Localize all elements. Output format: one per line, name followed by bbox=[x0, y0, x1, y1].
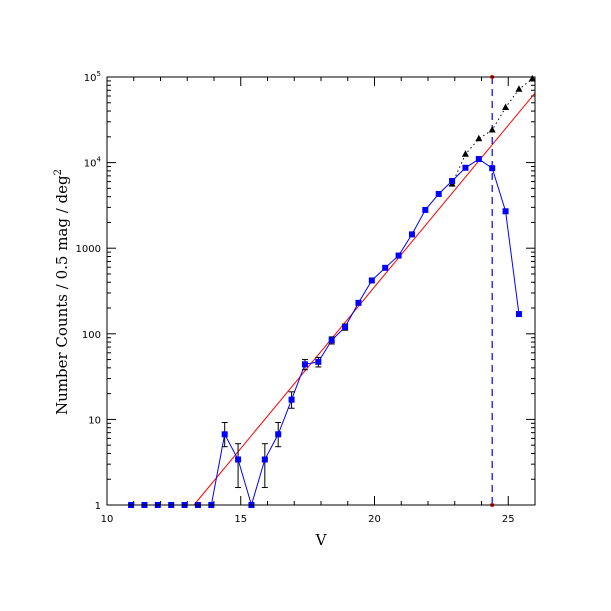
square-point bbox=[355, 299, 362, 306]
y-tick-label-base: 10 bbox=[84, 159, 97, 170]
x-tick-label: 15 bbox=[234, 514, 247, 525]
square-point bbox=[301, 361, 308, 368]
square-point bbox=[475, 156, 482, 163]
x-tick-label: 20 bbox=[368, 514, 381, 525]
square-point bbox=[502, 208, 509, 215]
square-point bbox=[382, 264, 389, 271]
square-point bbox=[342, 324, 349, 331]
x-tick-label: 10 bbox=[101, 514, 114, 525]
y-axis-label: Number Counts / 0.5 mag / deg2 bbox=[53, 169, 71, 415]
square-point bbox=[422, 206, 429, 213]
y-axis-label-superscript: 2 bbox=[53, 169, 64, 175]
x-tick-label: 25 bbox=[502, 514, 515, 525]
plot-frame bbox=[106, 76, 536, 506]
square-point bbox=[435, 190, 442, 197]
y-tick-label: 10 bbox=[88, 415, 101, 426]
y-tick-label-base: 10 bbox=[84, 73, 97, 84]
x-axis-label: V bbox=[315, 531, 328, 549]
triangle-point bbox=[488, 126, 496, 133]
triangle-point bbox=[502, 103, 510, 111]
square-point bbox=[315, 358, 322, 365]
y-tick-label: 104 bbox=[84, 156, 102, 170]
square-point bbox=[235, 456, 242, 463]
square-point bbox=[288, 396, 295, 403]
triangle-point bbox=[528, 74, 536, 82]
triangle-point bbox=[461, 150, 469, 157]
square-point bbox=[489, 165, 496, 172]
square-point bbox=[408, 231, 415, 238]
y-tick-label-base: 1000 bbox=[76, 244, 101, 255]
y-axis-label-main: Number Counts / 0.5 mag / deg bbox=[53, 175, 71, 415]
triangle-point bbox=[475, 134, 483, 142]
square-point bbox=[261, 456, 268, 463]
y-tick-label: 1 bbox=[95, 501, 101, 512]
y-tick-label-base: 100 bbox=[82, 330, 101, 341]
square-point bbox=[395, 252, 402, 259]
y-tick-label-base: 10 bbox=[88, 415, 101, 426]
triangle-point bbox=[515, 85, 523, 92]
y-tick-label-exponent: 4 bbox=[97, 156, 102, 164]
square-point bbox=[515, 311, 522, 318]
square-point bbox=[368, 277, 375, 284]
square-point bbox=[328, 337, 335, 344]
y-tick-label: 1000 bbox=[76, 244, 101, 255]
square-point bbox=[275, 431, 282, 438]
square-point bbox=[449, 177, 456, 184]
y-tick-label: 105 bbox=[84, 70, 101, 84]
y-tick-label-exponent: 5 bbox=[97, 70, 101, 78]
y-tick-label-base: 1 bbox=[95, 501, 101, 512]
square-point bbox=[462, 164, 469, 171]
y-tick-label: 100 bbox=[82, 330, 101, 341]
square-point bbox=[221, 431, 228, 438]
